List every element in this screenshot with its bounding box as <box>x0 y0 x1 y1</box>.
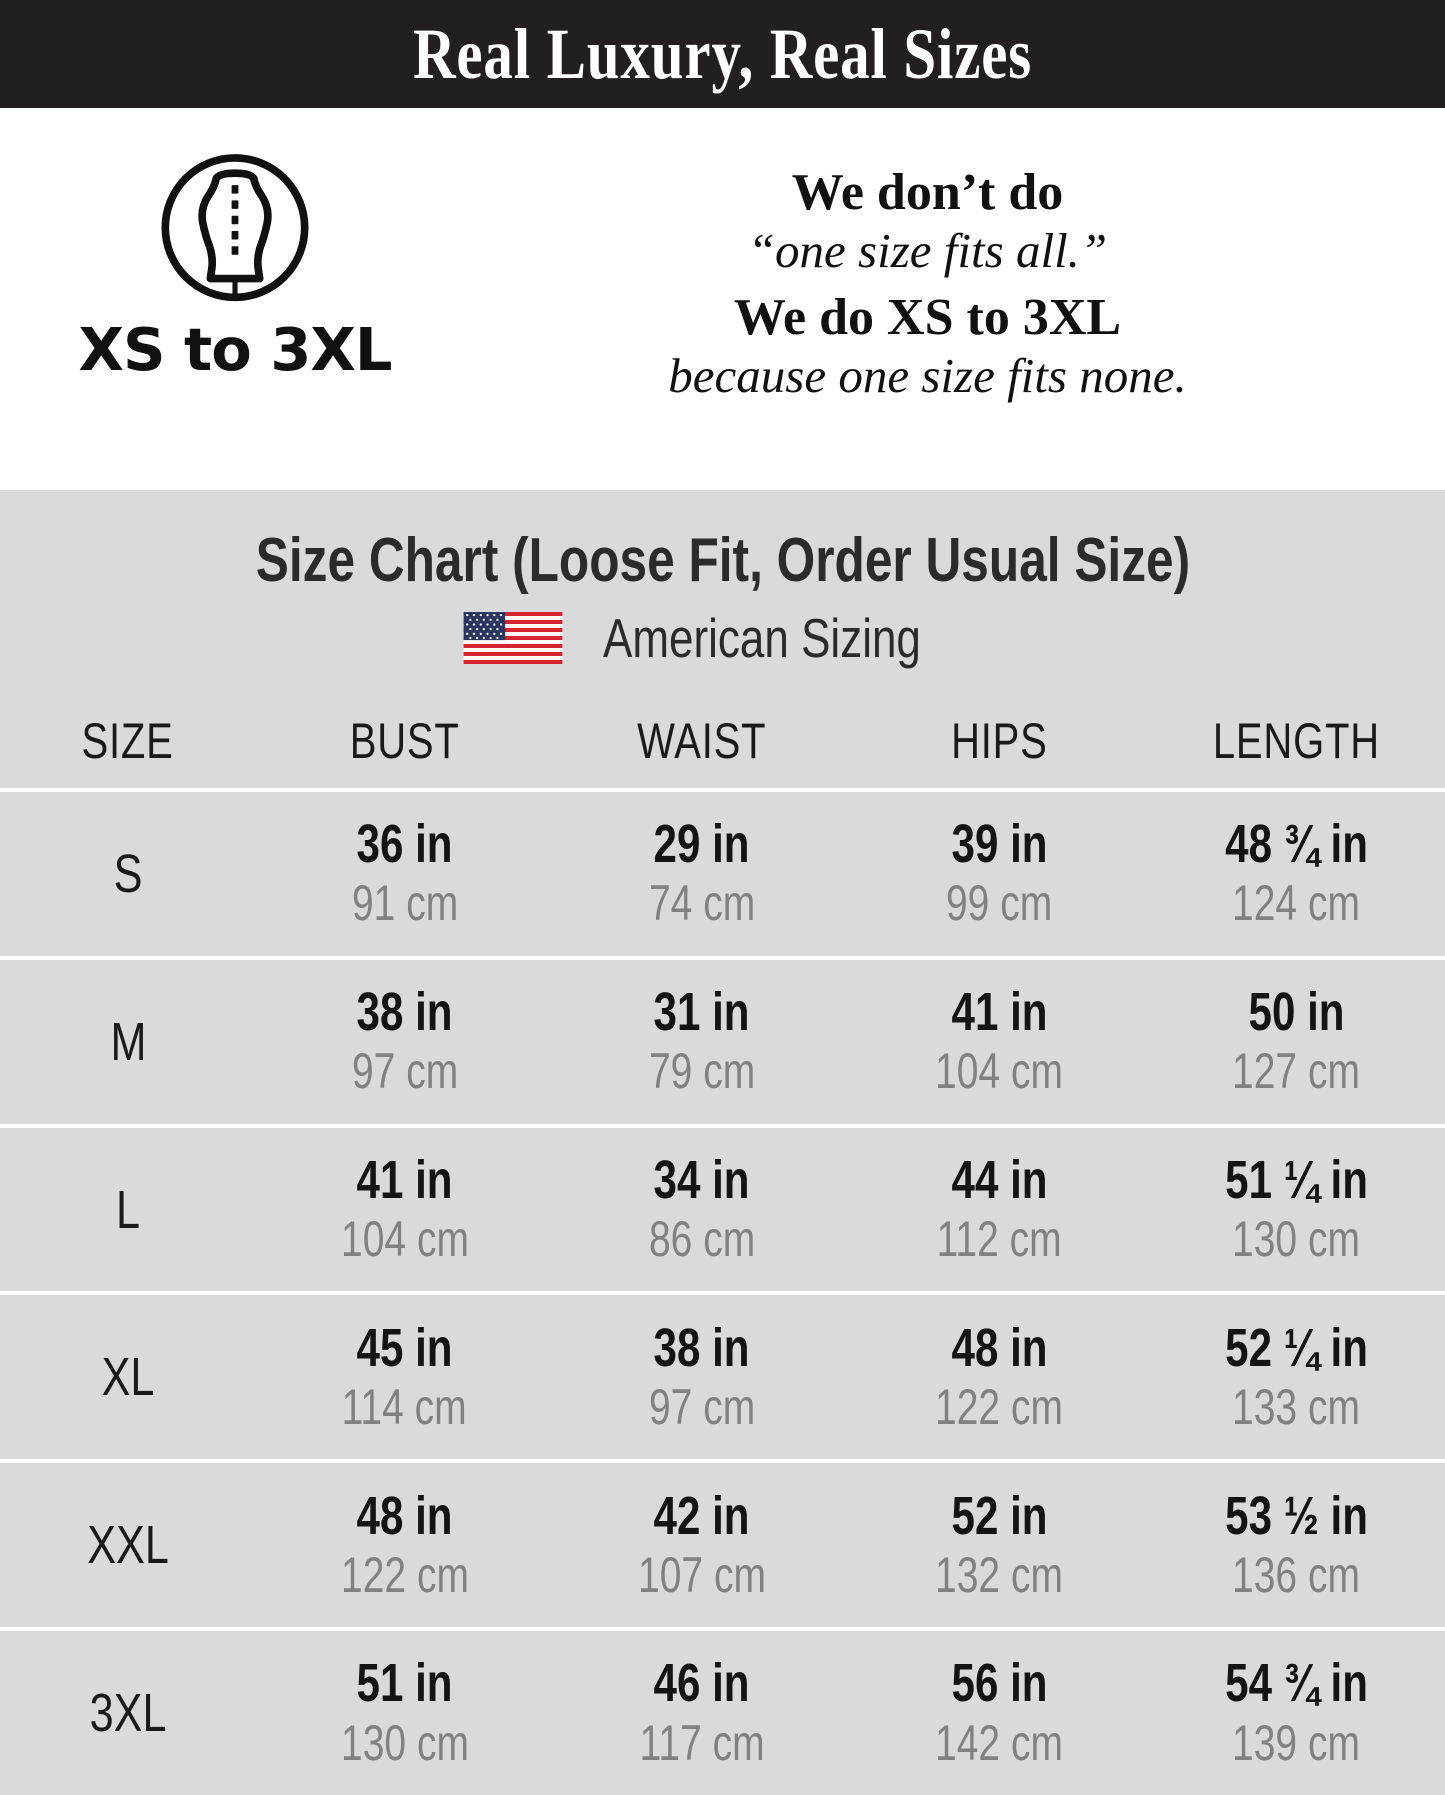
cell-bust: 51 in 130 cm <box>340 1653 469 1771</box>
tagline-line-1: We don’t do <box>791 164 1064 221</box>
cell-size: XXL <box>87 1515 169 1576</box>
cell-length: 50 in 127 cm <box>1232 982 1361 1100</box>
cell-waist: 42 in 107 cm <box>637 1485 766 1603</box>
column-header-bust: BUST <box>349 713 460 769</box>
cell-size: L <box>115 1179 141 1240</box>
cell-bust: 36 in 91 cm <box>351 814 458 932</box>
cell-bust: 38 in 97 cm <box>351 982 458 1100</box>
tagline-line-3: We do XS to 3XL <box>733 289 1122 347</box>
brandmark: XS to 3XL <box>0 130 470 379</box>
brandmark-label: XS to 3XL <box>78 315 393 384</box>
cell-hips: 48 in 122 cm <box>935 1317 1064 1435</box>
cell-length: 54 ¾ in 139 cm <box>1224 1653 1368 1771</box>
tagline-block: We don’t do “one size fits all.” We do X… <box>470 130 1445 404</box>
cell-hips: 39 in 99 cm <box>946 814 1053 932</box>
banner-title: Real Luxury, Real Sizes <box>412 14 1033 94</box>
size-chart-panel: Size Chart (Loose Fit, Order Usual Size) <box>0 490 1445 1795</box>
cell-length: 48 ¾ in 124 cm <box>1224 814 1368 932</box>
column-header-waist: WAIST <box>637 713 767 769</box>
cell-waist: 38 in 97 cm <box>648 1317 755 1435</box>
cell-hips: 44 in 112 cm <box>936 1149 1062 1268</box>
cell-size: S <box>113 843 143 904</box>
table-row: M 38 in 97 cm 31 in 79 cm 41 in 104 cm 5… <box>0 960 1445 1128</box>
cell-waist: 29 in 74 cm <box>648 814 755 932</box>
column-header-length: LENGTH <box>1212 713 1380 769</box>
cell-hips: 41 in 104 cm <box>935 982 1064 1100</box>
cell-size: 3XL <box>89 1683 167 1744</box>
cell-bust: 41 in 104 cm <box>340 1149 469 1268</box>
page-title: Size Chart (Loose Fit, Order Usual Size) <box>255 526 1190 595</box>
column-header-hips: HIPS <box>950 713 1048 769</box>
table-row: 3XL 51 in 130 cm 46 in 117 cm 56 in 142 … <box>0 1631 1445 1795</box>
cell-length: 53 ½ in 136 cm <box>1224 1485 1368 1603</box>
table-row: L 41 in 104 cm 34 in 86 cm 44 in 112 cm … <box>0 1128 1445 1296</box>
table-row: S 36 in 91 cm 29 in 74 cm 39 in 99 cm 48… <box>0 792 1445 960</box>
dress-form-mannequin-in-circle-icon <box>161 154 309 302</box>
column-header-size: SIZE <box>81 713 175 769</box>
cell-waist: 34 in 86 cm <box>648 1149 755 1268</box>
cell-hips: 52 in 132 cm <box>935 1485 1064 1603</box>
cell-size: XL <box>101 1347 155 1408</box>
cell-length: 52 ¼ in 133 cm <box>1224 1317 1368 1435</box>
header-banner: Real Luxury, Real Sizes <box>0 0 1445 108</box>
tagline-line-4: because one size fits none. <box>668 348 1187 404</box>
cell-waist: 46 in 117 cm <box>639 1653 765 1771</box>
cell-bust: 45 in 114 cm <box>342 1317 468 1435</box>
tagline-line-2: “one size fits all.” <box>747 223 1108 279</box>
table-row: XXL 48 in 122 cm 42 in 107 cm 52 in 132 … <box>0 1463 1445 1632</box>
table-header-row: SIZE BUST WAIST HIPS LENGTH <box>0 694 1445 792</box>
cell-hips: 56 in 142 cm <box>935 1653 1064 1771</box>
usa-flag-icon <box>463 612 563 664</box>
cell-length: 51 ¼ in 130 cm <box>1224 1149 1368 1268</box>
american-sizing-row: American Sizing <box>0 608 1445 668</box>
size-table: SIZE BUST WAIST HIPS LENGTH S <box>0 694 1445 1795</box>
american-sizing-label: American Sizing <box>602 606 921 669</box>
cell-waist: 31 in 79 cm <box>648 982 755 1100</box>
brand-promise-section: XS to 3XL We don’t do “one size fits all… <box>0 108 1445 490</box>
cell-size: M <box>109 1011 146 1072</box>
table-row: XL 45 in 114 cm 38 in 97 cm 48 in 122 cm… <box>0 1295 1445 1464</box>
cell-bust: 48 in 122 cm <box>340 1485 469 1603</box>
